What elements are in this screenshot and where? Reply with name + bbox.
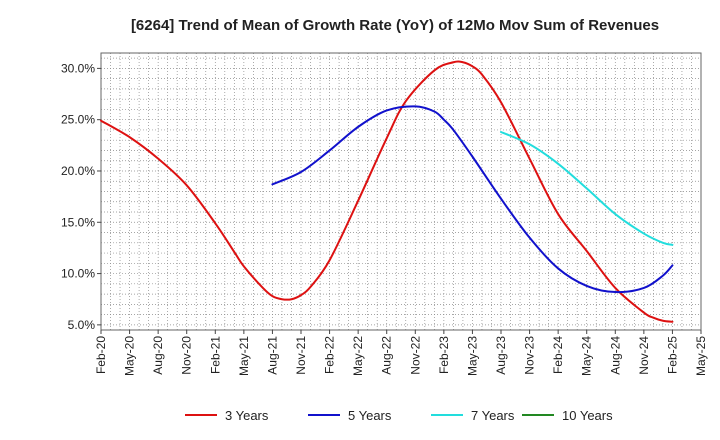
chart-title: [6264] Trend of Mean of Growth Rate (YoY… <box>131 17 659 34</box>
grid-lines <box>101 53 701 330</box>
legend-label: 5 Years <box>348 408 392 423</box>
series-line-3-years <box>100 60 674 323</box>
x-tick-label: Aug-22 <box>380 336 394 375</box>
y-tick-label: 10.0% <box>61 267 95 281</box>
x-tick-label: Feb-23 <box>437 336 451 374</box>
x-tick-label: Nov-23 <box>523 336 537 375</box>
x-tick-label: Feb-22 <box>323 336 337 374</box>
x-tick-label: Feb-20 <box>94 336 108 374</box>
x-tick-label: May-23 <box>465 336 479 376</box>
legend-label: 3 Years <box>225 408 269 423</box>
series-line-5-years <box>271 105 674 294</box>
x-tick-label: May-24 <box>580 336 594 376</box>
plot-frame <box>100 52 702 331</box>
x-tick-label: May-21 <box>237 336 251 376</box>
series-lines <box>100 60 674 323</box>
legend-label: 10 Years <box>562 408 613 423</box>
x-tick-label: Feb-21 <box>208 336 222 374</box>
y-tick-label: 20.0% <box>61 164 95 178</box>
x-tick-label: Aug-24 <box>608 336 622 375</box>
legend-label: 7 Years <box>471 408 515 423</box>
x-tick-label: Nov-20 <box>180 336 194 375</box>
x-tick-label: Aug-23 <box>494 336 508 375</box>
x-tick-label: Nov-22 <box>408 336 422 375</box>
x-tick-label: Aug-20 <box>151 336 165 375</box>
series-line-7-years <box>500 131 674 246</box>
y-axis-ticks: 5.0% 10.0% 15.0% 20.0% 25.0% 30.0% <box>61 61 101 332</box>
x-tick-label: May-22 <box>351 336 365 376</box>
y-tick-label: 15.0% <box>61 215 95 229</box>
y-tick-label: 30.0% <box>61 61 95 75</box>
legend: 3 Years 5 Years 7 Years 10 Years <box>185 408 613 423</box>
x-tick-label: Feb-25 <box>665 336 679 374</box>
x-tick-label: Nov-24 <box>637 336 651 375</box>
x-tick-label: May-25 <box>694 336 708 376</box>
x-axis-ticks: Feb-20 May-20 Aug-20 Nov-20 Feb-21 May-21 Aug-… <box>94 330 708 376</box>
y-tick-label: 5.0% <box>68 318 96 332</box>
x-tick-label: May-20 <box>123 336 137 376</box>
x-tick-label: Aug-21 <box>265 336 279 375</box>
x-tick-label: Nov-21 <box>294 336 308 375</box>
y-tick-label: 25.0% <box>61 113 95 127</box>
x-tick-label: Feb-24 <box>551 336 565 374</box>
